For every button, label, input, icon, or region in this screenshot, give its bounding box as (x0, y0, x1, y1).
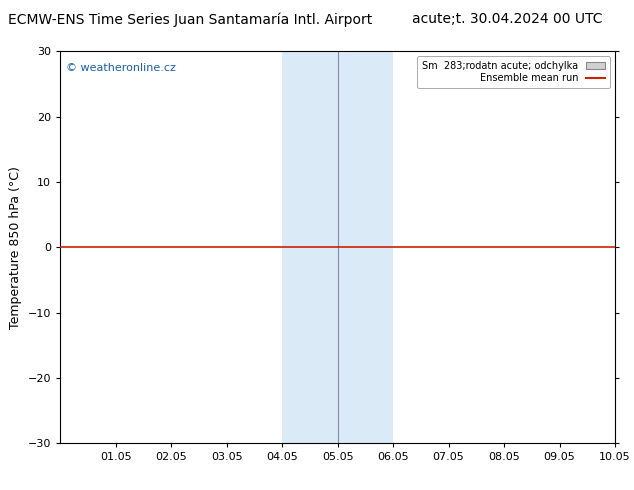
Text: © weatheronline.cz: © weatheronline.cz (66, 63, 176, 73)
Text: ECMW-ENS Time Series Juan Santamaría Intl. Airport: ECMW-ENS Time Series Juan Santamaría Int… (8, 12, 372, 27)
Legend: Sm  283;rodatn acute; odchylka, Ensemble mean run: Sm 283;rodatn acute; odchylka, Ensemble … (417, 56, 610, 88)
Text: acute;t. 30.04.2024 00 UTC: acute;t. 30.04.2024 00 UTC (412, 12, 602, 26)
Y-axis label: Temperature 850 hPa (°C): Temperature 850 hPa (°C) (9, 166, 22, 329)
Bar (282, 51, 393, 443)
